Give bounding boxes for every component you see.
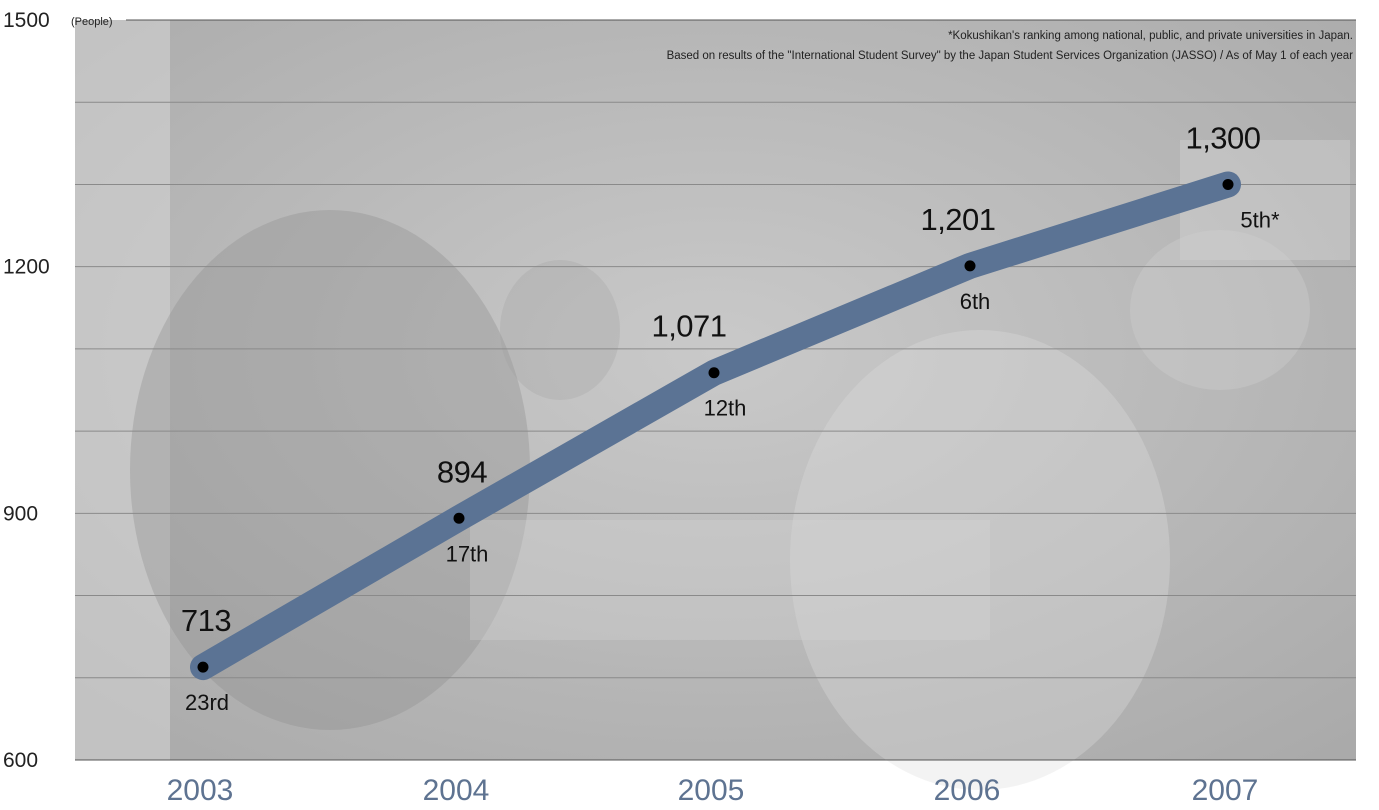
grid-lines (75, 101, 1356, 679)
x-tick-label: 2005 (678, 774, 745, 807)
x-axis: 2003 2004 2005 2006 2007 (167, 774, 1259, 807)
x-tick-label: 2003 (167, 774, 234, 807)
x-tick-label: 2006 (934, 774, 1001, 807)
y-tick-label: 1200 (3, 256, 50, 279)
value-label: 1,071 (651, 309, 726, 344)
rank-label: 6th (960, 289, 991, 314)
data-point-marker (1222, 178, 1234, 190)
rank-label: 5th* (1240, 207, 1280, 232)
rank-label: 17th (446, 541, 489, 566)
data-labels: 713 23rd 894 17th 1,071 12th 1,201 6th 1,300 5th* (181, 120, 1280, 715)
value-label: 1,300 (1185, 120, 1260, 155)
value-label: 1,201 (920, 202, 995, 237)
note-source: Based on results of the "International S… (667, 50, 1354, 62)
y-tick-label: 600 (3, 749, 38, 772)
rank-label: 12th (704, 396, 747, 421)
data-point-marker (197, 661, 209, 673)
y-tick-label: 900 (3, 502, 38, 525)
series-line (190, 171, 1241, 681)
data-point-marker (964, 260, 976, 272)
y-unit-label: (People) (71, 16, 113, 28)
data-point-marker (453, 512, 465, 524)
notes: *Kokushikan's ranking among national, pu… (667, 30, 1354, 62)
x-tick-label: 2004 (423, 774, 490, 807)
data-point-marker (708, 367, 720, 379)
y-tick-label: 1500 (3, 9, 50, 32)
y-axis: 1500 (People) 1200 900 600 (3, 9, 1356, 772)
note-ranking: *Kokushikan's ranking among national, pu… (948, 30, 1353, 42)
value-label: 894 (437, 454, 487, 489)
x-tick-label: 2007 (1192, 774, 1259, 807)
value-label: 713 (181, 603, 231, 638)
rank-label: 23rd (185, 690, 229, 715)
background-photo (75, 20, 1356, 790)
